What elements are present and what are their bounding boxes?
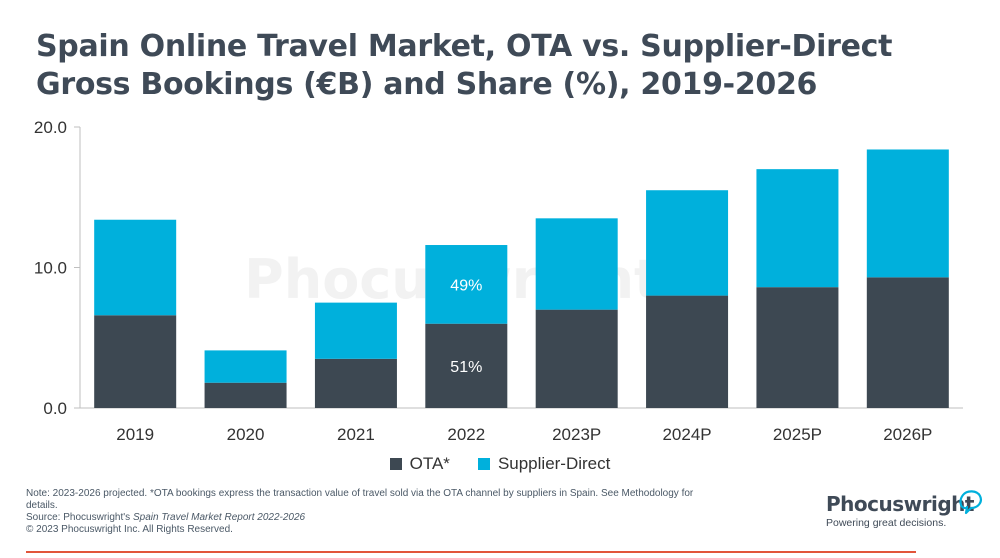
note-text: Note: 2023-2026 projected. *OTA bookings… [26, 488, 694, 511]
x-tick-label: 2025P [773, 425, 822, 444]
stacked-bar-chart: Phocuswright 0.010.020.0 201920202021202… [34, 118, 963, 444]
source-text: Source: Phocuswright's Spain Travel Mark… [26, 512, 706, 524]
legend-item-ota: OTA* [389, 454, 450, 474]
bar-supplier-direct-2023p [535, 218, 618, 310]
bars [94, 149, 949, 408]
bar-supplier-direct-2024p [646, 190, 729, 296]
bottom-rule [26, 551, 916, 553]
source-report: Spain Travel Market Report 2022-2026 [132, 512, 306, 523]
bar-supplier-direct-2020 [204, 350, 287, 383]
bar-ota-2026p [866, 277, 949, 408]
brand-name: Phocuswright [826, 492, 974, 516]
copyright-text: © 2023 Phocuswright Inc. All Rights Rese… [26, 524, 233, 535]
bar-supplier-direct-2025p [756, 169, 839, 288]
legend-label-ota: OTA* [409, 454, 450, 473]
x-tick-label: 2021 [337, 425, 375, 444]
legend-item-supplier-direct: Supplier-Direct [477, 454, 611, 474]
bar-ota-2021 [314, 358, 397, 408]
data-label: 49% [450, 277, 482, 294]
bar-supplier-direct-2026p [866, 149, 949, 278]
x-tick-label: 2026P [883, 425, 932, 444]
brand-tagline: Powering great decisions. [826, 517, 947, 529]
x-tick-label: 2022 [447, 425, 485, 444]
data-label: 51% [450, 359, 482, 376]
labels: 2019 2020 2021 2022 2023P 2024P 2025P 2026P 49% 5… [116, 277, 932, 444]
source-prefix: Source: Phocuswright's [26, 512, 133, 523]
legend: OTA* Supplier-Direct [0, 454, 1000, 474]
bar-ota-2024p [646, 295, 729, 408]
legend-label-supplier-direct: Supplier-Direct [497, 454, 611, 473]
x-tick-label: 2023P [552, 425, 601, 444]
x-tick-label: 2019 [116, 425, 154, 444]
bar-ota-2020 [204, 382, 287, 408]
speech-bubble-icon [959, 490, 982, 515]
y-tick-label: 10.0 [34, 259, 67, 278]
x-tick-label: 2020 [227, 425, 265, 444]
bar-ota-2022 [425, 323, 508, 408]
y-tick-label: 20.0 [34, 118, 67, 137]
chart-title: Spain Online Travel Market, OTA vs. Supp… [36, 29, 893, 102]
bar-ota-2025p [756, 287, 839, 408]
bar-supplier-direct-2022 [425, 245, 508, 324]
legend-swatch-ota [389, 458, 402, 470]
y-tick-label: 0.0 [43, 399, 67, 418]
bar-ota-2019 [94, 315, 177, 408]
legend-swatch-supplier-direct [477, 458, 490, 470]
bar-supplier-direct-2021 [314, 302, 397, 359]
brand-logo: Phocuswright Powering great decisions. [826, 490, 986, 529]
bar-ota-2023p [535, 309, 618, 408]
x-tick-label: 2024P [662, 425, 711, 444]
bar-supplier-direct-2019 [94, 219, 177, 316]
footnotes: Note: 2023-2026 projected. *OTA bookings… [26, 488, 706, 536]
